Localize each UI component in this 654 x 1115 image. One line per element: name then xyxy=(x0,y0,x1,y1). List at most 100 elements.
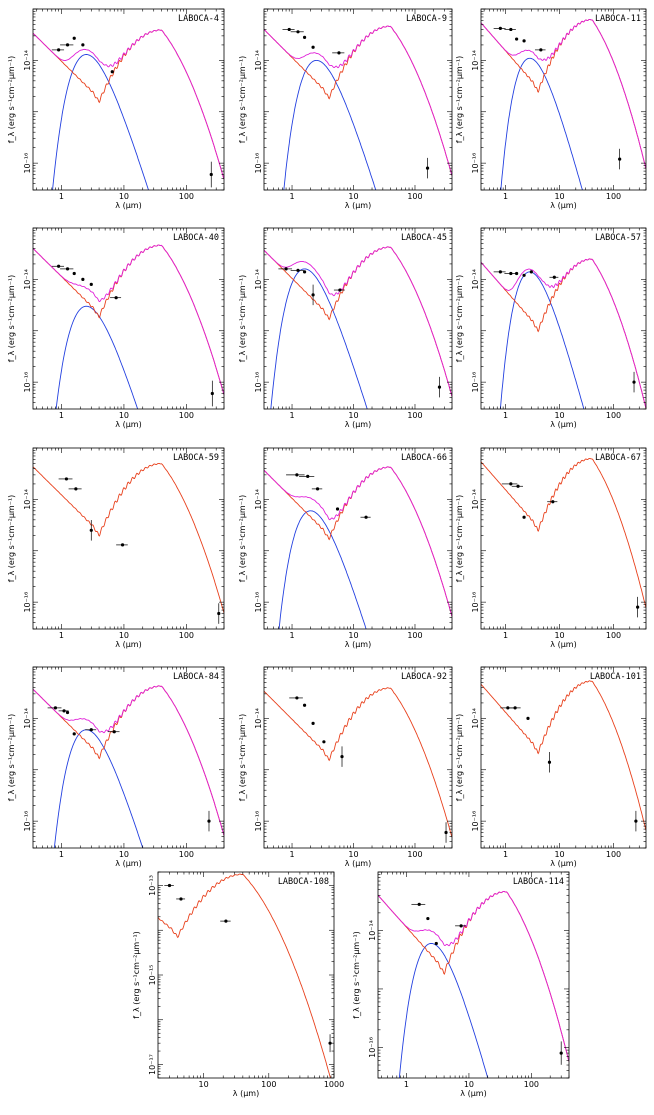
y-axis-label: f_λ (erg s⁻¹cm⁻²μm⁻¹) xyxy=(7,56,16,144)
y-axis-label: f_λ (erg s⁻¹cm⁻²μm⁻¹) xyxy=(455,275,464,363)
plot-frame xyxy=(263,227,453,410)
data-point xyxy=(53,706,58,710)
data-point xyxy=(306,474,310,479)
sed-plot: 1 10 100 10⁻¹⁴ 10⁻¹⁶ λ (μm) f_λ (erg s⁻¹cm⁻²μm… xyxy=(455,227,647,429)
y-tick-label: 10⁻¹⁶ xyxy=(254,372,263,393)
plot-area xyxy=(33,29,224,190)
panel-title: LABOCA-108 xyxy=(278,877,329,887)
panel-title: LABOCA-84 xyxy=(173,672,219,682)
x-axis-label: λ (μm) xyxy=(115,859,141,868)
data-point xyxy=(65,710,70,715)
plot-area xyxy=(264,466,452,629)
data-point xyxy=(547,760,552,764)
sed-plot: 1 10 100 10⁻¹⁴ 10⁻¹⁶ λ (μm) f_λ (erg s⁻¹cm⁻²μm… xyxy=(238,447,453,649)
x-tick-label: 100 xyxy=(179,192,194,201)
panel-title: LABOCA-9 xyxy=(406,14,447,24)
y-tick-label: 10⁻¹⁶ xyxy=(23,811,32,832)
data-point xyxy=(632,380,636,384)
stellar-model-curve xyxy=(52,54,149,190)
plot-frame xyxy=(480,8,647,191)
data-point xyxy=(64,477,69,481)
y-tick-label: 10⁻¹⁴ xyxy=(254,708,263,729)
total-model-curve xyxy=(33,244,224,395)
y-tick-label: 10⁻¹³ xyxy=(148,875,157,896)
data-point xyxy=(618,157,622,161)
plot-frame xyxy=(32,8,225,191)
data-point xyxy=(328,1041,332,1045)
x-tick-label: 10 xyxy=(348,631,358,640)
x-tick-label: 1 xyxy=(503,631,508,640)
x-tick-label: 100 xyxy=(179,411,194,420)
y-tick-label: 10⁻¹⁶ xyxy=(471,811,480,832)
stellar-model-curve xyxy=(270,268,368,409)
plot-frame xyxy=(480,447,647,630)
x-tick-label: 100 xyxy=(179,850,194,859)
x-tick-label: 1 xyxy=(289,631,294,640)
plot-frame xyxy=(32,447,225,630)
data-point xyxy=(114,296,118,300)
sed-panel: 1 10 100 10⁻¹⁴ 10⁻¹⁶ λ (μm) f_λ (erg s⁻¹cm⁻²μm… xyxy=(453,5,651,210)
data-point xyxy=(65,267,70,271)
panel-title: LABOCA-57 xyxy=(595,233,641,243)
y-tick-label: 10⁻¹⁶ xyxy=(471,592,480,613)
y-tick-label: 10⁻¹⁴ xyxy=(368,920,377,941)
sed-plot: 1 10 100 10⁻¹⁴ 10⁻¹⁶ λ (μm) f_λ (erg s⁻¹cm⁻²μm… xyxy=(455,666,647,868)
data-point xyxy=(89,728,93,732)
y-tick-label: 10⁻¹⁶ xyxy=(471,153,480,174)
x-axis-label: λ (μm) xyxy=(550,859,576,868)
sed-plot: 1 10 100 10⁻¹⁴ 10⁻¹⁶ λ (μm) f_λ (erg s⁻¹cm⁻²μm… xyxy=(455,447,647,649)
sed-plot: 1 10 100 10⁻¹⁴ 10⁻¹⁶ λ (μm) f_λ (erg s⁻¹cm⁻²μm… xyxy=(455,8,647,210)
x-tick-label: 10 xyxy=(554,411,564,420)
x-tick-label: 10 xyxy=(554,192,564,201)
x-axis-label: λ (μm) xyxy=(115,420,141,429)
data-point xyxy=(426,916,430,921)
data-point xyxy=(57,48,61,52)
sed-panel: 1 10 100 10⁻¹⁴ 10⁻¹⁶ λ (μm) f_λ (erg s⁻¹cm⁻²μm… xyxy=(5,663,229,868)
data-point xyxy=(217,611,221,616)
y-axis-label: f_λ (erg s⁻¹cm⁻²μm⁻¹) xyxy=(238,275,247,363)
x-tick-label: 10 xyxy=(554,850,564,859)
y-tick-label: 10⁻¹⁴ xyxy=(23,50,32,71)
sed-plot: 1 10 100 10⁻¹⁴ 10⁻¹⁶ λ (μm) f_λ (erg s⁻¹cm⁻²μm… xyxy=(7,666,225,868)
x-tick-label: 10 xyxy=(348,192,358,201)
data-point xyxy=(459,924,463,928)
stellar-model-curve xyxy=(278,510,367,629)
data-point xyxy=(498,270,502,274)
data-point xyxy=(335,507,340,511)
starburst-model-curve xyxy=(481,457,646,609)
y-tick-label: 10⁻¹⁴ xyxy=(471,269,480,290)
sed-plot: 1 10 100 10⁻¹⁴ 10⁻¹⁶ λ (μm) f_λ (erg s⁻¹cm⁻²μm… xyxy=(352,871,570,1098)
data-point xyxy=(224,919,228,923)
x-axis-label: λ (μm) xyxy=(345,859,371,868)
data-point xyxy=(444,830,448,835)
plot-area xyxy=(33,462,224,624)
x-tick-label: 10 xyxy=(119,411,129,420)
plot-frame xyxy=(157,871,335,1079)
x-axis-label: λ (μm) xyxy=(233,1089,259,1098)
sed-panel: 1 10 100 10⁻¹⁴ 10⁻¹⁶ λ (μm) f_λ (erg s⁻¹cm⁻²μm… xyxy=(453,224,651,429)
data-point xyxy=(210,391,214,396)
plot-area xyxy=(264,246,452,409)
starburst-model-curve xyxy=(378,890,569,1062)
sed-panel: 1 10 100 10⁻¹⁴ 10⁻¹⁶ λ (μm) f_λ (erg s⁻¹cm⁻²μm… xyxy=(5,224,229,429)
starburst-model-curve xyxy=(33,685,224,836)
data-point xyxy=(296,30,300,34)
data-point xyxy=(72,732,76,736)
data-point xyxy=(498,26,502,30)
x-tick-label: 100 xyxy=(407,411,422,420)
data-point xyxy=(636,605,640,609)
data-point xyxy=(340,755,344,759)
y-axis-label: f_λ (erg s⁻¹cm⁻²μm⁻¹) xyxy=(7,495,16,583)
y-tick-label: 10⁻¹⁶ xyxy=(23,153,32,174)
total-model-curve xyxy=(33,685,224,836)
x-axis-label: λ (μm) xyxy=(115,640,141,649)
data-point xyxy=(337,51,341,55)
sed-plot: 1 10 100 10⁻¹⁴ 10⁻¹⁶ λ (μm) f_λ (erg s⁻¹cm⁻²μm… xyxy=(238,227,453,429)
y-tick-label: 10⁻¹⁶ xyxy=(23,372,32,393)
starburst-model-curve xyxy=(158,873,331,1078)
starburst-model-curve xyxy=(264,466,452,617)
y-axis-label: f_λ (erg s⁻¹cm⁻²μm⁻¹) xyxy=(238,714,247,802)
x-tick-label: 100 xyxy=(407,631,422,640)
data-point xyxy=(302,703,307,707)
data-point xyxy=(284,267,288,271)
